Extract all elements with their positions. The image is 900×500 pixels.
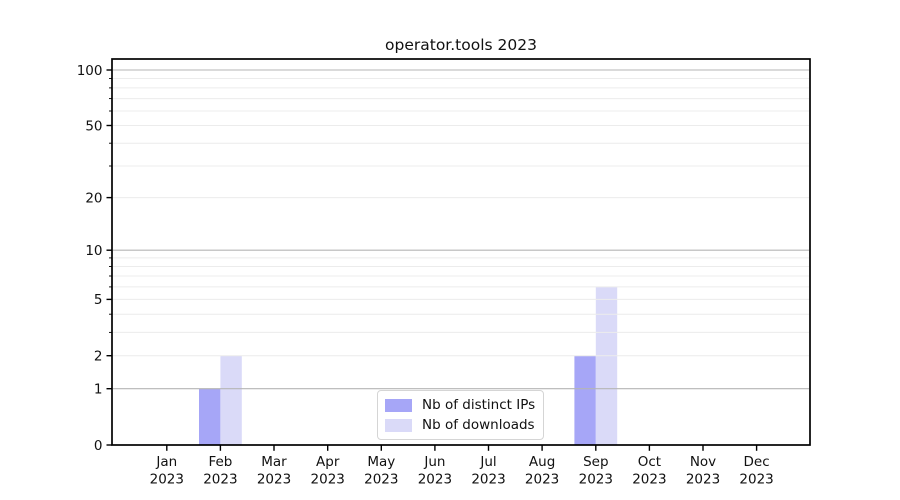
y-tick-label: 2 (94, 349, 103, 365)
x-tick-label: Dec 2023 (739, 454, 773, 488)
bar-distinct-ips (574, 355, 596, 445)
y-tick-label: 100 (77, 63, 103, 79)
legend-label-downloads: Nb of downloads (422, 417, 535, 433)
y-tick-label: 0 (94, 438, 103, 454)
x-tick-label: Nov 2023 (686, 454, 720, 488)
y-tick-label: 20 (85, 190, 102, 206)
y-tick-label: 10 (85, 243, 102, 259)
y-tick-label: 1 (94, 382, 103, 398)
x-tick-label: Sep 2023 (579, 454, 613, 488)
x-tick-label: May 2023 (364, 454, 398, 488)
x-tick-label: Feb 2023 (203, 454, 237, 488)
legend-swatch-downloads (385, 418, 412, 432)
x-tick-label: Jul 2023 (471, 454, 505, 488)
x-tick-label: Mar 2023 (257, 454, 291, 488)
legend-swatch-distinct-ips (385, 398, 412, 412)
x-tick-label: Oct 2023 (632, 454, 666, 488)
y-tick-label: 50 (85, 118, 102, 134)
legend-label-distinct-ips: Nb of distinct IPs (422, 397, 536, 413)
x-tick-label: Aug 2023 (525, 454, 559, 488)
plot-border (111, 58, 811, 446)
legend-item-downloads: Nb of downloads (385, 417, 535, 433)
x-tick-label: Jan 2023 (150, 454, 184, 488)
bar-downloads (595, 286, 618, 445)
bar-downloads (220, 355, 242, 445)
bar-distinct-ips (199, 388, 221, 445)
legend-item-distinct-ips: Nb of distinct IPs (385, 397, 535, 413)
chart-title: operator.tools 2023 (385, 36, 537, 54)
x-tick-label: Apr 2023 (311, 454, 345, 488)
legend: Nb of distinct IPs Nb of downloads (377, 390, 544, 440)
y-tick-label: 5 (94, 292, 103, 308)
x-tick-label: Jun 2023 (418, 454, 452, 488)
